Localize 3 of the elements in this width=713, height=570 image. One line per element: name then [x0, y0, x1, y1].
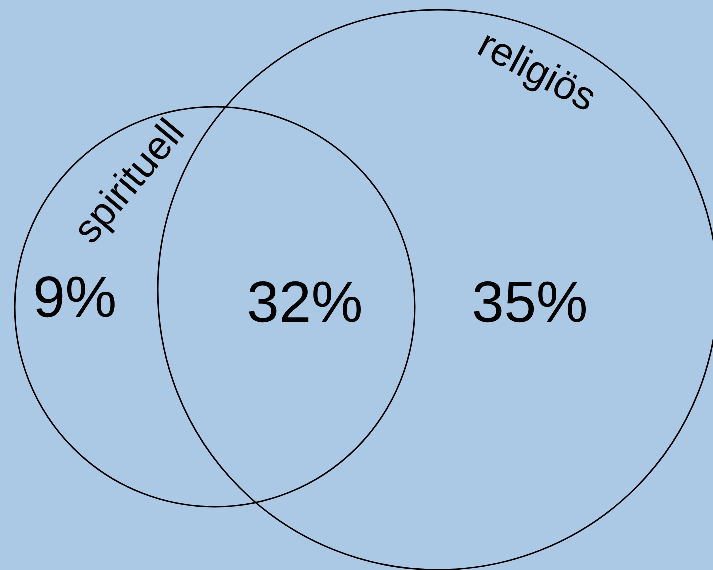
data-label: 35% — [472, 270, 588, 335]
data-label: 9% — [33, 265, 117, 330]
data-label: 32% — [246, 270, 364, 335]
